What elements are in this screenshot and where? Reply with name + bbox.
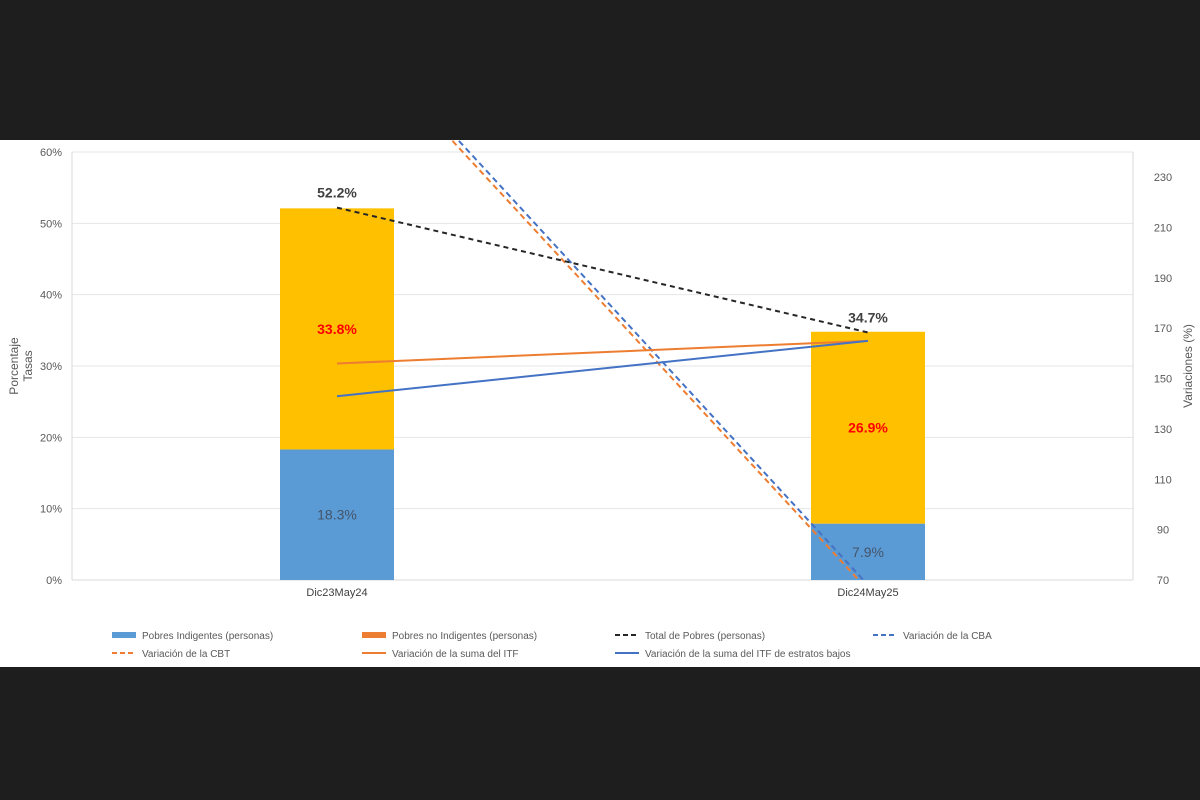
right-tick-label: 190 xyxy=(1154,273,1172,285)
series-line xyxy=(336,339,869,398)
legend-swatch xyxy=(362,632,386,638)
left-tick-label: 60% xyxy=(40,147,62,159)
bottom-dark-frame xyxy=(0,667,1200,800)
category-label: Dic24May25 xyxy=(837,587,898,599)
left-axis-title: PorcentajeTasas xyxy=(7,337,35,395)
right-tick-label: 170 xyxy=(1154,323,1172,335)
left-tick-label: 50% xyxy=(40,218,62,230)
legend-swatch xyxy=(112,632,136,638)
bar-segment xyxy=(811,523,925,580)
total-data-label: 52.2% xyxy=(317,185,357,201)
legend-label: Variación de la suma del ITF xyxy=(392,649,519,660)
bar-data-label: 26.9% xyxy=(848,420,888,436)
total-line xyxy=(336,206,869,334)
bar-data-label: 33.8% xyxy=(317,321,357,337)
right-tick-label: 70 xyxy=(1157,575,1169,587)
top-dark-frame xyxy=(0,0,1200,140)
left-tick-label: 0% xyxy=(46,575,62,587)
right-axis-title: Variaciones (%) xyxy=(1181,324,1195,408)
bar-segment xyxy=(811,331,925,524)
right-tick-label: 230 xyxy=(1154,172,1172,184)
series-line xyxy=(456,140,865,580)
legend-label: Pobres Indigentes (personas) xyxy=(142,631,273,642)
series-line xyxy=(336,339,869,365)
legend-label: Pobres no Indigentes (personas) xyxy=(392,631,537,642)
bar-segment xyxy=(280,449,394,580)
right-tick-label: 90 xyxy=(1157,525,1169,537)
series-line xyxy=(450,140,861,580)
chart-panel xyxy=(0,140,1200,667)
left-tick-label: 20% xyxy=(40,432,62,444)
legend-label: Variación de la CBA xyxy=(903,631,992,642)
bar-segment xyxy=(280,208,394,450)
bar-data-label: 18.3% xyxy=(317,507,357,523)
bar-data-label: 7.9% xyxy=(852,544,884,560)
right-tick-label: 130 xyxy=(1154,424,1172,436)
left-axis-title-line: Porcentaje xyxy=(7,337,21,395)
left-tick-label: 40% xyxy=(40,290,62,302)
legend-label: Total de Pobres (personas) xyxy=(645,631,765,642)
right-tick-label: 150 xyxy=(1154,374,1172,386)
left-tick-label: 30% xyxy=(40,361,62,373)
legend-label: Variación de la suma del ITF de estratos… xyxy=(645,649,850,660)
right-tick-label: 210 xyxy=(1154,223,1172,235)
left-axis-title-line: Tasas xyxy=(21,350,35,381)
right-tick-label: 110 xyxy=(1154,474,1172,486)
category-label: Dic23May24 xyxy=(306,587,367,599)
legend-label: Variación de la CBT xyxy=(142,649,230,660)
left-tick-label: 10% xyxy=(40,504,62,516)
total-data-label: 34.7% xyxy=(848,309,888,325)
